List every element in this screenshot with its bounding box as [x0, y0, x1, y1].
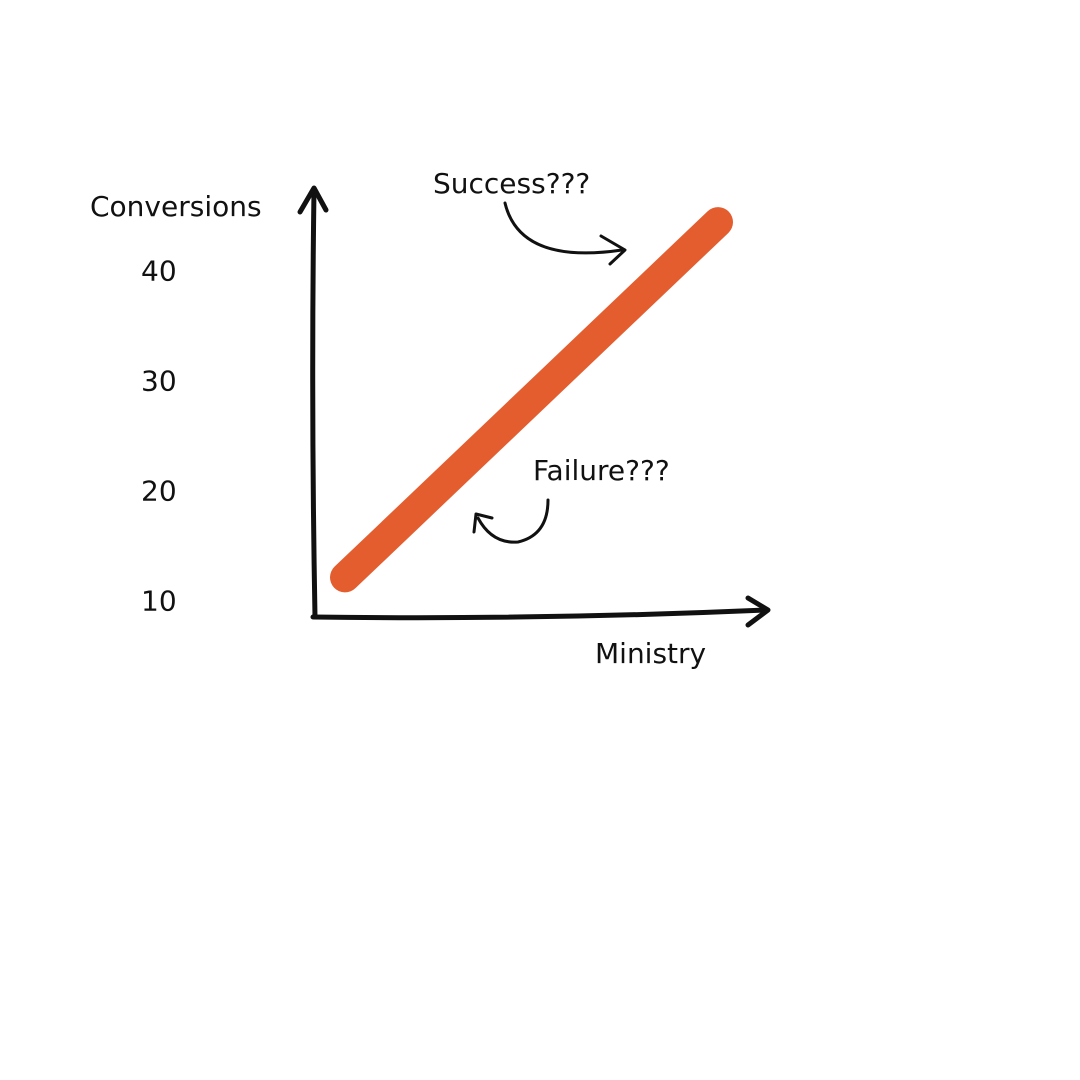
y-tick-label: 40 — [141, 255, 177, 288]
y-axis — [310, 187, 318, 620]
annotation: Failure??? — [533, 454, 670, 487]
data-line — [330, 207, 733, 593]
failure-arrowhead — [472, 512, 494, 534]
success-arrowhead — [599, 234, 627, 266]
y-tick-label: 30 — [141, 365, 177, 398]
y-axis-label: Conversions — [90, 190, 262, 223]
x-axis-label: Ministry — [595, 637, 706, 670]
y-axis-arrow — [297, 185, 329, 215]
annotation: Success??? — [433, 167, 590, 200]
success-arrow — [503, 201, 624, 255]
x-axis-arrow — [745, 595, 771, 628]
y-tick-label: 20 — [141, 475, 177, 508]
y-tick-label: 10 — [141, 585, 177, 618]
x-axis — [310, 607, 769, 621]
failure-arrow — [476, 498, 550, 544]
